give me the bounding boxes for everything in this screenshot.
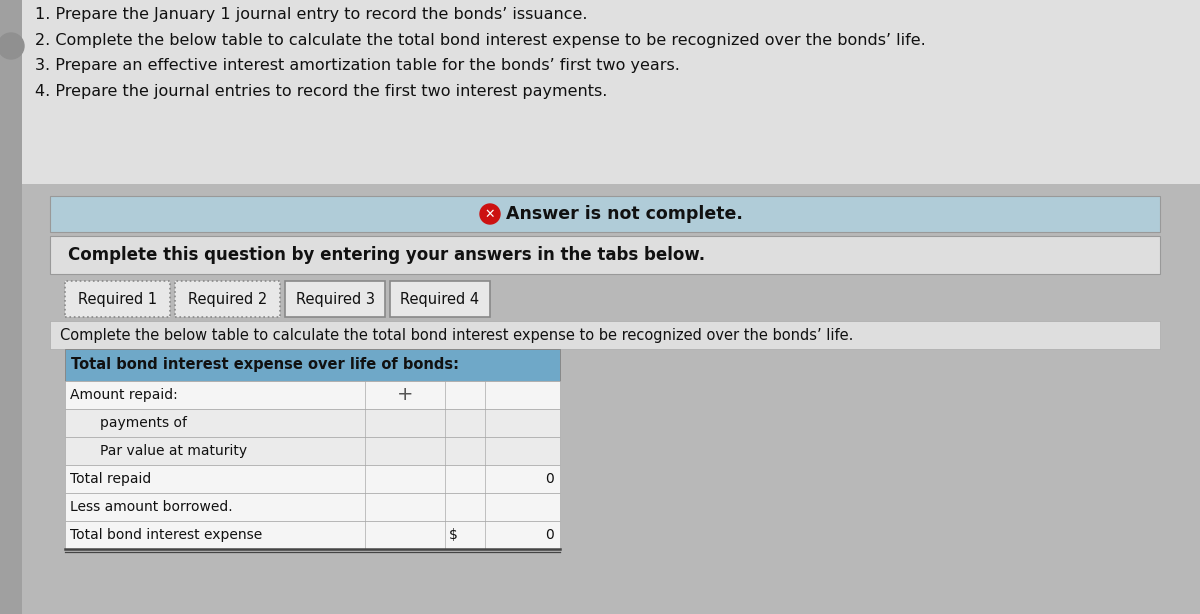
FancyBboxPatch shape <box>65 381 560 409</box>
Text: 0: 0 <box>545 528 554 542</box>
Text: Total bond interest expense over life of bonds:: Total bond interest expense over life of… <box>71 357 458 373</box>
Text: Required 3: Required 3 <box>295 292 374 306</box>
FancyBboxPatch shape <box>50 236 1160 274</box>
Text: ✕: ✕ <box>485 208 496 220</box>
FancyBboxPatch shape <box>175 281 280 317</box>
FancyBboxPatch shape <box>65 437 560 465</box>
FancyBboxPatch shape <box>65 349 560 381</box>
FancyBboxPatch shape <box>65 281 170 317</box>
Circle shape <box>480 204 500 224</box>
Text: Answer is not complete.: Answer is not complete. <box>506 205 743 223</box>
FancyBboxPatch shape <box>390 281 490 317</box>
Text: Required 4: Required 4 <box>401 292 480 306</box>
Text: 3. Prepare an effective interest amortization table for the bonds’ first two yea: 3. Prepare an effective interest amortiz… <box>35 58 680 73</box>
Text: 1. Prepare the January 1 journal entry to record the bonds’ issuance.: 1. Prepare the January 1 journal entry t… <box>35 7 588 22</box>
FancyBboxPatch shape <box>22 0 1200 184</box>
Text: payments of: payments of <box>100 416 187 430</box>
FancyBboxPatch shape <box>22 184 1200 614</box>
Text: Less amount borrowed.: Less amount borrowed. <box>70 500 233 514</box>
Text: Par value at maturity: Par value at maturity <box>100 444 247 458</box>
Text: Complete this question by entering your answers in the tabs below.: Complete this question by entering your … <box>68 246 706 264</box>
Text: Required 2: Required 2 <box>188 292 268 306</box>
FancyBboxPatch shape <box>50 279 1160 319</box>
FancyBboxPatch shape <box>65 493 560 521</box>
FancyBboxPatch shape <box>50 196 1160 232</box>
FancyBboxPatch shape <box>50 321 1160 349</box>
FancyBboxPatch shape <box>286 281 385 317</box>
Text: Amount repaid:: Amount repaid: <box>70 388 178 402</box>
Text: Required 1: Required 1 <box>78 292 157 306</box>
FancyBboxPatch shape <box>0 0 22 614</box>
Text: 0: 0 <box>545 472 554 486</box>
Text: Total repaid: Total repaid <box>70 472 151 486</box>
FancyBboxPatch shape <box>65 521 560 549</box>
Circle shape <box>0 33 24 59</box>
Text: $: $ <box>449 528 458 542</box>
FancyBboxPatch shape <box>65 409 560 437</box>
FancyBboxPatch shape <box>65 465 560 493</box>
Text: Total bond interest expense: Total bond interest expense <box>70 528 263 542</box>
Text: 4. Prepare the journal entries to record the first two interest payments.: 4. Prepare the journal entries to record… <box>35 84 607 99</box>
Text: 2. Complete the below table to calculate the total bond interest expense to be r: 2. Complete the below table to calculate… <box>35 33 925 48</box>
Text: Complete the below table to calculate the total bond interest expense to be reco: Complete the below table to calculate th… <box>60 327 853 343</box>
Text: +: + <box>397 386 413 405</box>
